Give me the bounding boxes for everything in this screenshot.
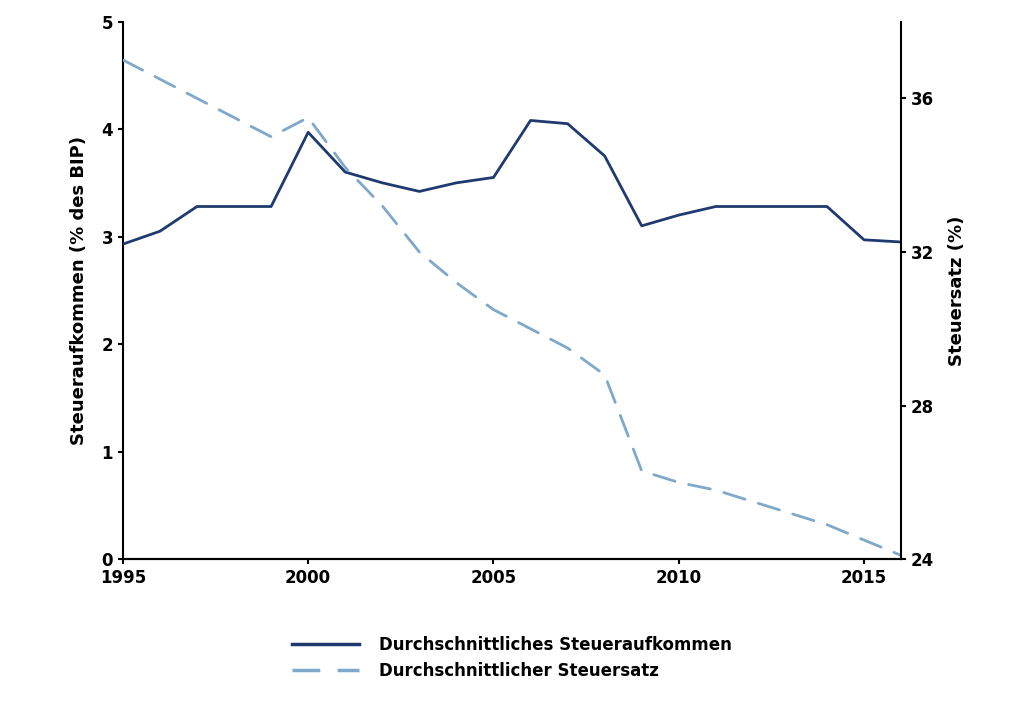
Legend: Durchschnittliches Steueraufkommen, Durchschnittlicher Steuersatz: Durchschnittliches Steueraufkommen, Durc… [286,630,738,687]
Y-axis label: Steuersatz (%): Steuersatz (%) [948,215,966,366]
Y-axis label: Steueraufkommen (% des BIP): Steueraufkommen (% des BIP) [70,136,88,445]
